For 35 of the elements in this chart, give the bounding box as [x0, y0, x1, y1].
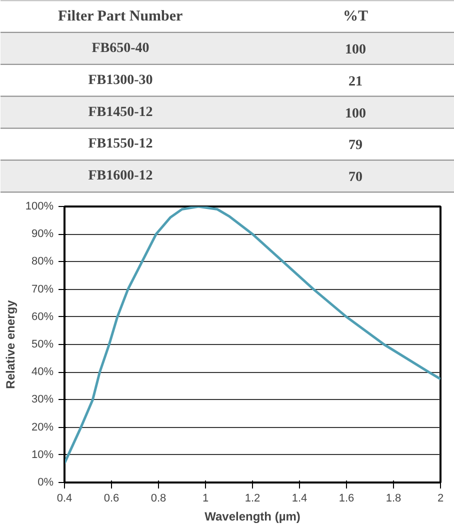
y-tick-label: 80% — [31, 256, 54, 268]
data-label: 70 — [348, 170, 362, 186]
x-tick-label: 1 — [202, 492, 209, 504]
category-label: FB1600-12 — [88, 168, 153, 184]
text: %T — [343, 8, 368, 24]
y-tick-label: 20% — [31, 421, 54, 434]
y-tick-label: 0% — [38, 476, 54, 488]
x-tick-label: 1.6 — [338, 492, 354, 504]
x-tick-label: 0.8 — [150, 492, 166, 504]
category-label: FB1300-30 — [88, 72, 153, 88]
y-tick-label: 10% — [31, 448, 54, 461]
y-tick-label: 30% — [31, 394, 54, 406]
x-tick-label: 0.6 — [104, 492, 120, 504]
x-tick-label: 1.8 — [386, 492, 402, 504]
data-label: 79 — [348, 138, 362, 154]
data-label: 100 — [345, 106, 366, 122]
y-tick-label: 90% — [31, 228, 54, 240]
category-label: FB1450-12 — [88, 104, 153, 120]
x-axis-title: Wavelength (µm) — [204, 510, 300, 524]
x-tick-label: 1.4 — [292, 492, 308, 504]
y-tick-label: 70% — [31, 283, 54, 296]
data-label: 21 — [348, 74, 362, 90]
x-tick-label: 0.4 — [56, 492, 72, 504]
y-tick-label: 50% — [31, 338, 54, 350]
line-series — [64, 206, 440, 464]
x-tick-label: 2 — [437, 492, 444, 504]
data-label: 100 — [345, 42, 366, 58]
category-label: FB1550-12 — [88, 136, 153, 152]
y-tick-label: 60% — [31, 310, 54, 323]
y-tick-label: 40% — [31, 366, 54, 378]
category-label: FB650-40 — [92, 40, 150, 56]
y-tick-label: 100% — [25, 200, 54, 212]
x-tick-label: 1.2 — [244, 492, 260, 504]
text: Filter Part Number — [58, 8, 184, 24]
y-axis-title: Relative energy — [3, 300, 18, 389]
